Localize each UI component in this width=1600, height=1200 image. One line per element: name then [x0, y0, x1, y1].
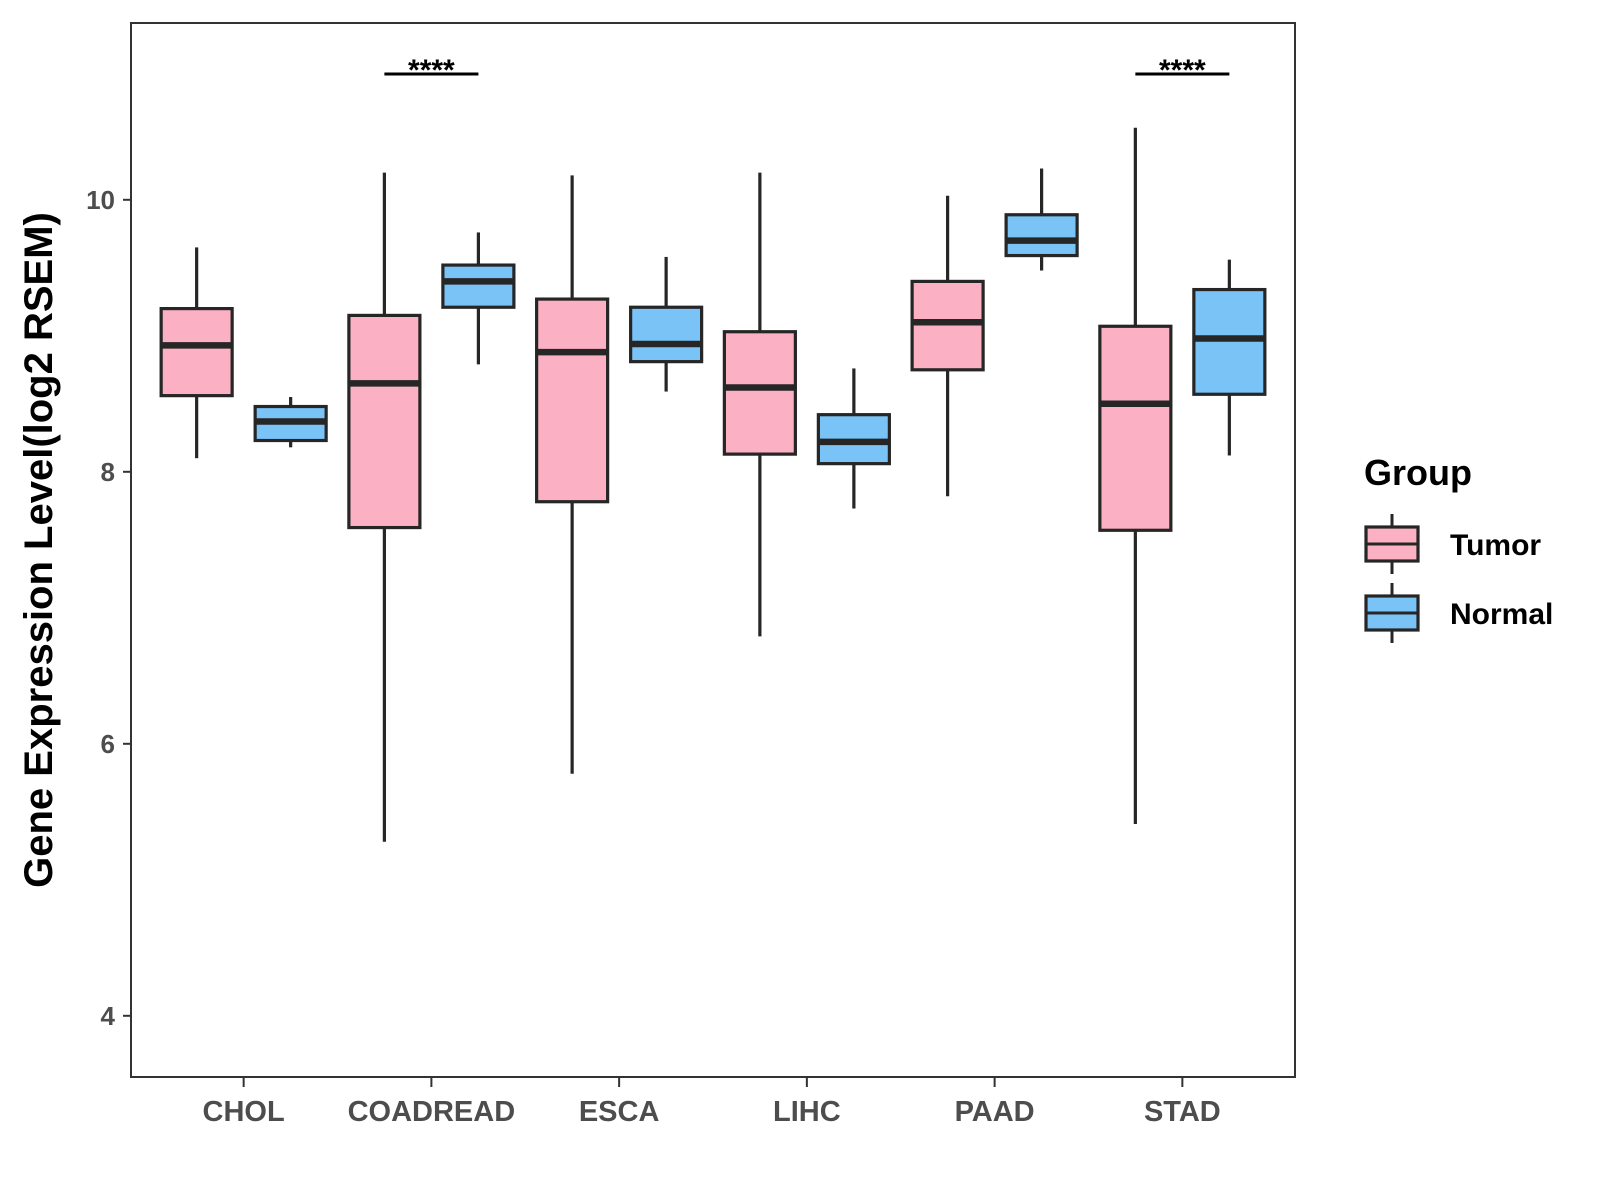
x-tick-label-coadread: COADREAD	[348, 1096, 516, 1128]
legend-label-normal: Normal	[1450, 598, 1553, 631]
x-tick-label-chol: CHOL	[203, 1096, 285, 1128]
box-chol-tumor	[159, 247, 234, 459]
legend-title: Group	[1364, 452, 1472, 493]
legend-label-tumor: Tumor	[1450, 529, 1541, 562]
panel-border	[130, 22, 1296, 1078]
box-coadread-tumor	[347, 172, 422, 842]
legend-entry-tumor: Tumor	[1364, 514, 1541, 574]
y-tick-label: 4	[101, 1001, 116, 1031]
boxes-layer	[159, 127, 1267, 842]
x-tick-label-stad: STAD	[1144, 1096, 1221, 1128]
box-iqr	[629, 305, 704, 364]
significance-annotations: **** ****	[384, 54, 1230, 87]
box-paad-normal	[1004, 168, 1079, 271]
box-iqr	[722, 330, 797, 456]
box-esca-tumor	[535, 175, 610, 774]
box-esca-normal	[629, 256, 704, 392]
x-axis: CHOL COADREAD ESCA LIHC PAAD STAD	[203, 1077, 1221, 1128]
box-iqr	[1004, 213, 1079, 258]
y-tick-label: 6	[101, 729, 115, 759]
box-iqr	[910, 279, 985, 372]
significance-label: ****	[1159, 54, 1206, 87]
y-axis: 4 6 8 10	[86, 185, 131, 1031]
significance-label: ****	[408, 54, 455, 87]
legend-entry-normal: Normal	[1364, 583, 1553, 643]
box-iqr	[441, 263, 516, 309]
x-tick-label-lihc: LIHC	[773, 1096, 841, 1128]
box-lihc-normal	[816, 368, 891, 509]
box-iqr	[1098, 324, 1173, 532]
y-axis-title: Gene Expression Level(log2 RSEM)	[17, 212, 61, 888]
x-tick-label-paad: PAAD	[955, 1096, 1035, 1128]
box-stad-normal	[1192, 259, 1267, 456]
y-tick-label: 8	[101, 457, 115, 487]
box-iqr	[159, 307, 234, 398]
box-chol-normal	[253, 397, 328, 448]
legend: Group Tumor Normal	[1364, 452, 1553, 643]
box-lihc-tumor	[722, 172, 797, 637]
box-iqr	[1192, 287, 1267, 396]
box-coadread-normal	[441, 232, 516, 365]
y-tick-label: 10	[86, 185, 115, 215]
box-stad-tumor	[1098, 127, 1173, 825]
box-paad-tumor	[910, 195, 985, 497]
box-iqr	[535, 297, 610, 504]
x-tick-label-esca: ESCA	[579, 1096, 660, 1128]
box-iqr	[347, 313, 422, 530]
